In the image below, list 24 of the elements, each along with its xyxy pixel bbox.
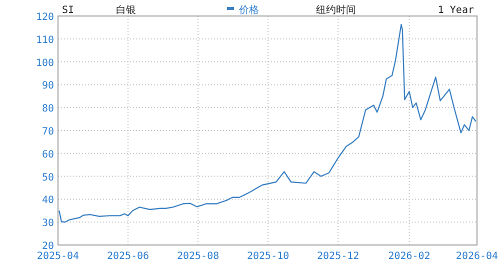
x-tick-label: 2026-02 (388, 251, 430, 262)
annotation: 纽约时间 (316, 4, 356, 16)
x-tick-label: 2025-12 (317, 251, 360, 262)
y-tick-label: 20 (42, 241, 54, 252)
y-tick-label: 30 (42, 218, 54, 230)
x-tick-label: 2025-04 (36, 251, 80, 262)
y-tick-label: 70 (42, 126, 54, 138)
y-tick-label: 110 (36, 34, 54, 46)
y-tick-label: 60 (42, 149, 54, 160)
line-series (58, 24, 476, 223)
annotation: 1 Year (438, 5, 474, 16)
y-tick-label: 90 (42, 80, 54, 92)
annotation: 白银 (116, 4, 136, 16)
y-tick-label: 40 (42, 195, 54, 206)
x-tick-label: 2025-10 (246, 251, 290, 262)
x-tick-label: 2025-08 (176, 251, 220, 262)
y-tick-label: 80 (42, 104, 54, 115)
x-tick-label: 2026-04 (456, 251, 498, 262)
annotation: SI (62, 5, 74, 16)
legend-label: 价格 (238, 4, 259, 16)
x-tick-label: 2025-06 (106, 251, 150, 262)
y-tick-label: 100 (36, 58, 54, 69)
y-tick-label: 50 (42, 172, 54, 184)
y-tick-label: 120 (36, 12, 54, 23)
